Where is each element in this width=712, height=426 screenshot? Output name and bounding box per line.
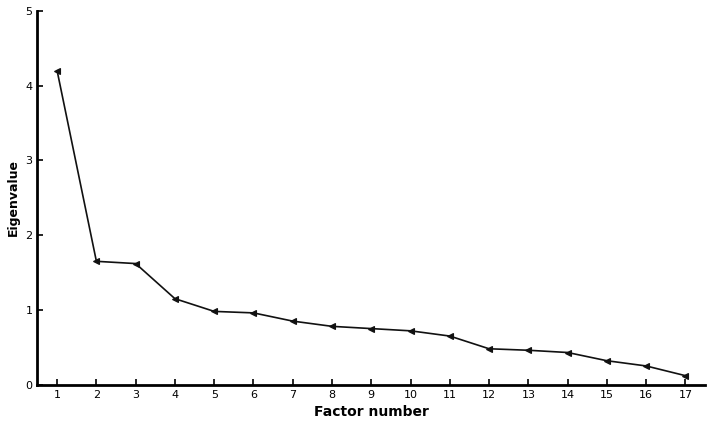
X-axis label: Factor number: Factor number <box>314 405 429 419</box>
Y-axis label: Eigenvalue: Eigenvalue <box>7 159 20 236</box>
